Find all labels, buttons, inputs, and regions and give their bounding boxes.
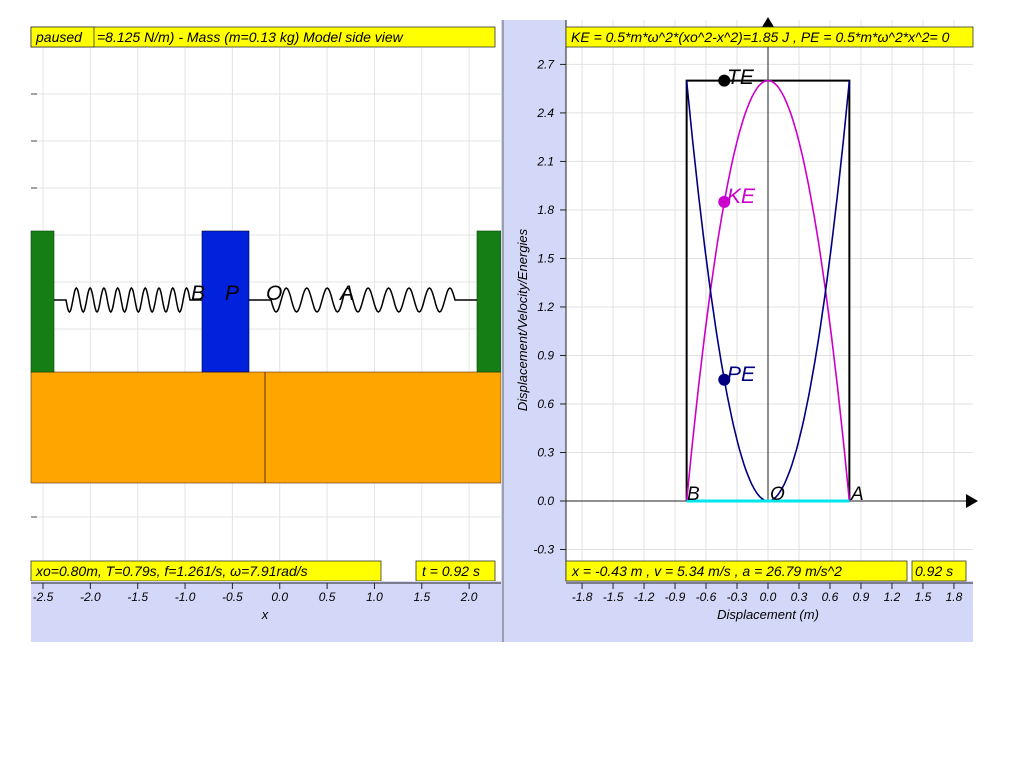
right-y-tick-label: 1.5 — [537, 251, 554, 265]
left-x-tick-label: 2.0 — [460, 590, 478, 604]
left-panel: B P O A paused =8.125 N/m) - Mass (m=0.1… — [30, 22, 502, 642]
right-readout: x = -0.43 m , v = 5.34 m/s , a = 26.79 m… — [571, 563, 842, 579]
left-title: =8.125 N/m) - Mass (m=0.13 kg) Model sid… — [97, 29, 404, 45]
axis-arrow-up-icon — [762, 17, 774, 27]
right-y-tick-label: 0.0 — [537, 494, 554, 508]
right-y-tick-label: -0.3 — [533, 543, 554, 557]
right-y-axis-band — [505, 20, 566, 642]
pe-label: PE — [727, 363, 756, 386]
o-label: O — [770, 484, 785, 505]
mass-block[interactable] — [201, 230, 250, 373]
b-label: B — [687, 484, 700, 505]
left-time: t = 0.92 s — [422, 563, 480, 579]
ke-point[interactable] — [718, 195, 731, 208]
left-axis-band — [31, 581, 501, 642]
right-title-bar — [565, 26, 974, 48]
right-wall — [476, 230, 502, 373]
right-y-tick-label: 1.8 — [537, 203, 554, 217]
left-x-ticks: -2.5 -2.0 -1.5 -1.0 -0.5 0.0 0.5 1.0 1.5 2.0 — [33, 583, 478, 604]
label-p: P — [225, 282, 239, 305]
right-time: 0.92 s — [915, 563, 953, 579]
left-x-tick-label: 0.5 — [319, 590, 336, 604]
right-readout-bar — [565, 560, 908, 582]
ke-series-line — [685, 79, 851, 502]
left-x-tick-label: -1.0 — [175, 590, 196, 604]
right-y-tick-label: 1.2 — [537, 300, 554, 314]
right-y-tick-label: 2.1 — [536, 154, 554, 168]
te-label: TE — [727, 66, 755, 89]
floor — [30, 371, 502, 484]
left-x-tick-label: -2.5 — [33, 590, 54, 604]
label-b: B — [191, 282, 205, 305]
right-x-tick-label: -1.5 — [603, 590, 624, 604]
axis-arrow-right-icon — [966, 494, 978, 508]
right-panel: -0.30.00.30.60.91.21.51.82.12.42.7 -1.8-… — [505, 17, 978, 642]
right-y-ticks: -0.3 0.0 0.3 0.6 0.9 1.2 1.5 1.8 2.1 2.4 2.7 — [533, 57, 566, 557]
left-x-tick-label: -1.5 — [127, 590, 148, 604]
right-y-tick-label: 0.3 — [537, 445, 554, 459]
paused-toggle-button[interactable] — [30, 26, 95, 48]
right-x-tick-label: -0.9 — [665, 590, 686, 604]
ke-label: KE — [727, 185, 756, 208]
a-label: A — [850, 484, 864, 505]
right-x-tick-label: 1.8 — [946, 590, 963, 604]
right-x-tick-label: 0.3 — [791, 590, 808, 604]
right-y-tick-label: 2.7 — [536, 57, 555, 71]
right-x-tick-label: -1.8 — [572, 590, 593, 604]
right-x-tick-label: 0.0 — [760, 590, 777, 604]
right-x-ticks: -1.8 -1.5 -1.2 -0.9 -0.6 -0.3 0.0 0.3 0.6 0.9 1.2 1… — [566, 582, 973, 604]
right-x-axis-band — [566, 581, 973, 642]
left-info: xo=0.80m, T=0.79s, f=1.261/s, ω=7.91rad/… — [35, 563, 308, 579]
paused-label: paused — [35, 29, 83, 45]
left-wall — [30, 230, 55, 373]
te-point[interactable] — [718, 74, 731, 87]
pe-point[interactable] — [718, 373, 731, 386]
right-x-tick-label: -1.2 — [634, 590, 655, 604]
left-plot-area — [31, 22, 501, 642]
label-o: O — [266, 282, 282, 305]
right-y-tick-label: 0.9 — [537, 348, 554, 362]
right-x-tick-label: 1.5 — [915, 590, 932, 604]
right-spring — [249, 287, 477, 313]
right-x-tick-label: -0.6 — [696, 590, 717, 604]
right-y-tick-label: 2.4 — [536, 106, 554, 120]
left-spring — [54, 286, 202, 314]
left-x-tick-label: 0.0 — [271, 590, 288, 604]
right-title: KE = 0.5*m*ω^2*(xo^2-x^2)=1.85 J , PE = … — [571, 29, 950, 45]
right-plot-area — [566, 20, 973, 581]
right-y-axis-label: Displacement/Velocity/Energies — [515, 228, 530, 411]
left-x-axis-label: x — [261, 607, 269, 622]
left-x-tick-label: 1.0 — [366, 590, 383, 604]
left-x-tick-label: 1.5 — [413, 590, 430, 604]
right-x-tick-label: -0.3 — [727, 590, 748, 604]
right-y-tick-label: 0.6 — [537, 397, 554, 411]
label-a: A — [338, 282, 354, 305]
left-x-tick-label: -0.5 — [222, 590, 243, 604]
right-time-box — [911, 560, 967, 582]
right-x-tick-label: 1.2 — [884, 590, 901, 604]
right-x-axis-label: Displacement (m) — [717, 607, 819, 622]
right-x-tick-label: 0.9 — [853, 590, 870, 604]
left-x-tick-label: -2.0 — [80, 590, 101, 604]
right-x-tick-label: 0.6 — [822, 590, 839, 604]
